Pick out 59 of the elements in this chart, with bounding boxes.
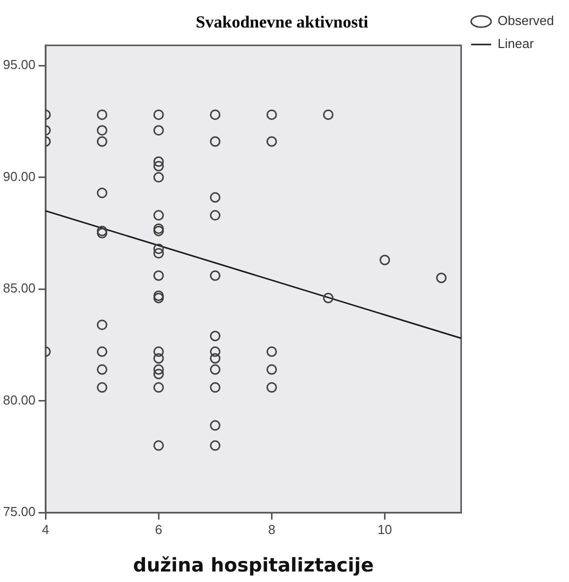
point xyxy=(210,270,220,281)
x-axis-title: dužina hospitaliztacije xyxy=(132,554,374,577)
x-tick-label: 8 xyxy=(268,522,276,537)
point xyxy=(96,109,108,120)
x-tick-label: 10 xyxy=(378,522,392,537)
y-tick-label: 80.00 xyxy=(2,392,36,408)
point xyxy=(96,346,108,357)
point xyxy=(266,136,277,147)
point xyxy=(153,346,164,357)
point xyxy=(153,160,164,172)
point xyxy=(210,382,220,393)
point xyxy=(153,382,164,393)
point xyxy=(96,125,108,136)
point xyxy=(153,364,164,375)
y-tick-label: 95.00 xyxy=(2,57,36,72)
point xyxy=(153,270,164,281)
legend-label: Linear xyxy=(498,36,534,52)
point xyxy=(210,353,220,364)
point xyxy=(96,136,108,147)
point xyxy=(210,420,220,431)
point xyxy=(210,330,220,342)
point xyxy=(153,353,164,364)
y-tick-label: 75.00 xyxy=(2,504,36,520)
point xyxy=(153,223,164,234)
point xyxy=(266,109,277,120)
point xyxy=(153,156,164,167)
point xyxy=(210,192,220,203)
point xyxy=(210,136,220,147)
point xyxy=(153,210,164,221)
point xyxy=(210,346,220,357)
chart-title: Svakodnevne aktivnosti xyxy=(196,12,368,32)
point xyxy=(266,382,277,393)
point xyxy=(153,248,164,259)
point xyxy=(210,210,220,221)
point xyxy=(153,244,164,254)
y-tick-label: 85.00 xyxy=(2,280,36,296)
point xyxy=(153,172,164,183)
point xyxy=(96,364,108,375)
point xyxy=(210,109,220,120)
point xyxy=(153,109,164,120)
point xyxy=(266,346,277,357)
x-tick-label: 4 xyxy=(42,522,50,537)
point xyxy=(266,364,277,375)
point xyxy=(153,125,164,136)
point xyxy=(96,382,108,393)
x-tick-label: 6 xyxy=(155,522,162,537)
point xyxy=(153,368,164,380)
point xyxy=(96,320,108,330)
point xyxy=(96,188,108,198)
point xyxy=(153,226,164,236)
point xyxy=(323,109,334,120)
point xyxy=(210,364,220,375)
point xyxy=(323,292,334,304)
point xyxy=(153,440,164,451)
y-tick-label: 90.00 xyxy=(2,168,36,184)
legend-label: Observed xyxy=(498,13,554,28)
point xyxy=(380,254,390,266)
point xyxy=(436,272,447,284)
point xyxy=(210,440,220,451)
